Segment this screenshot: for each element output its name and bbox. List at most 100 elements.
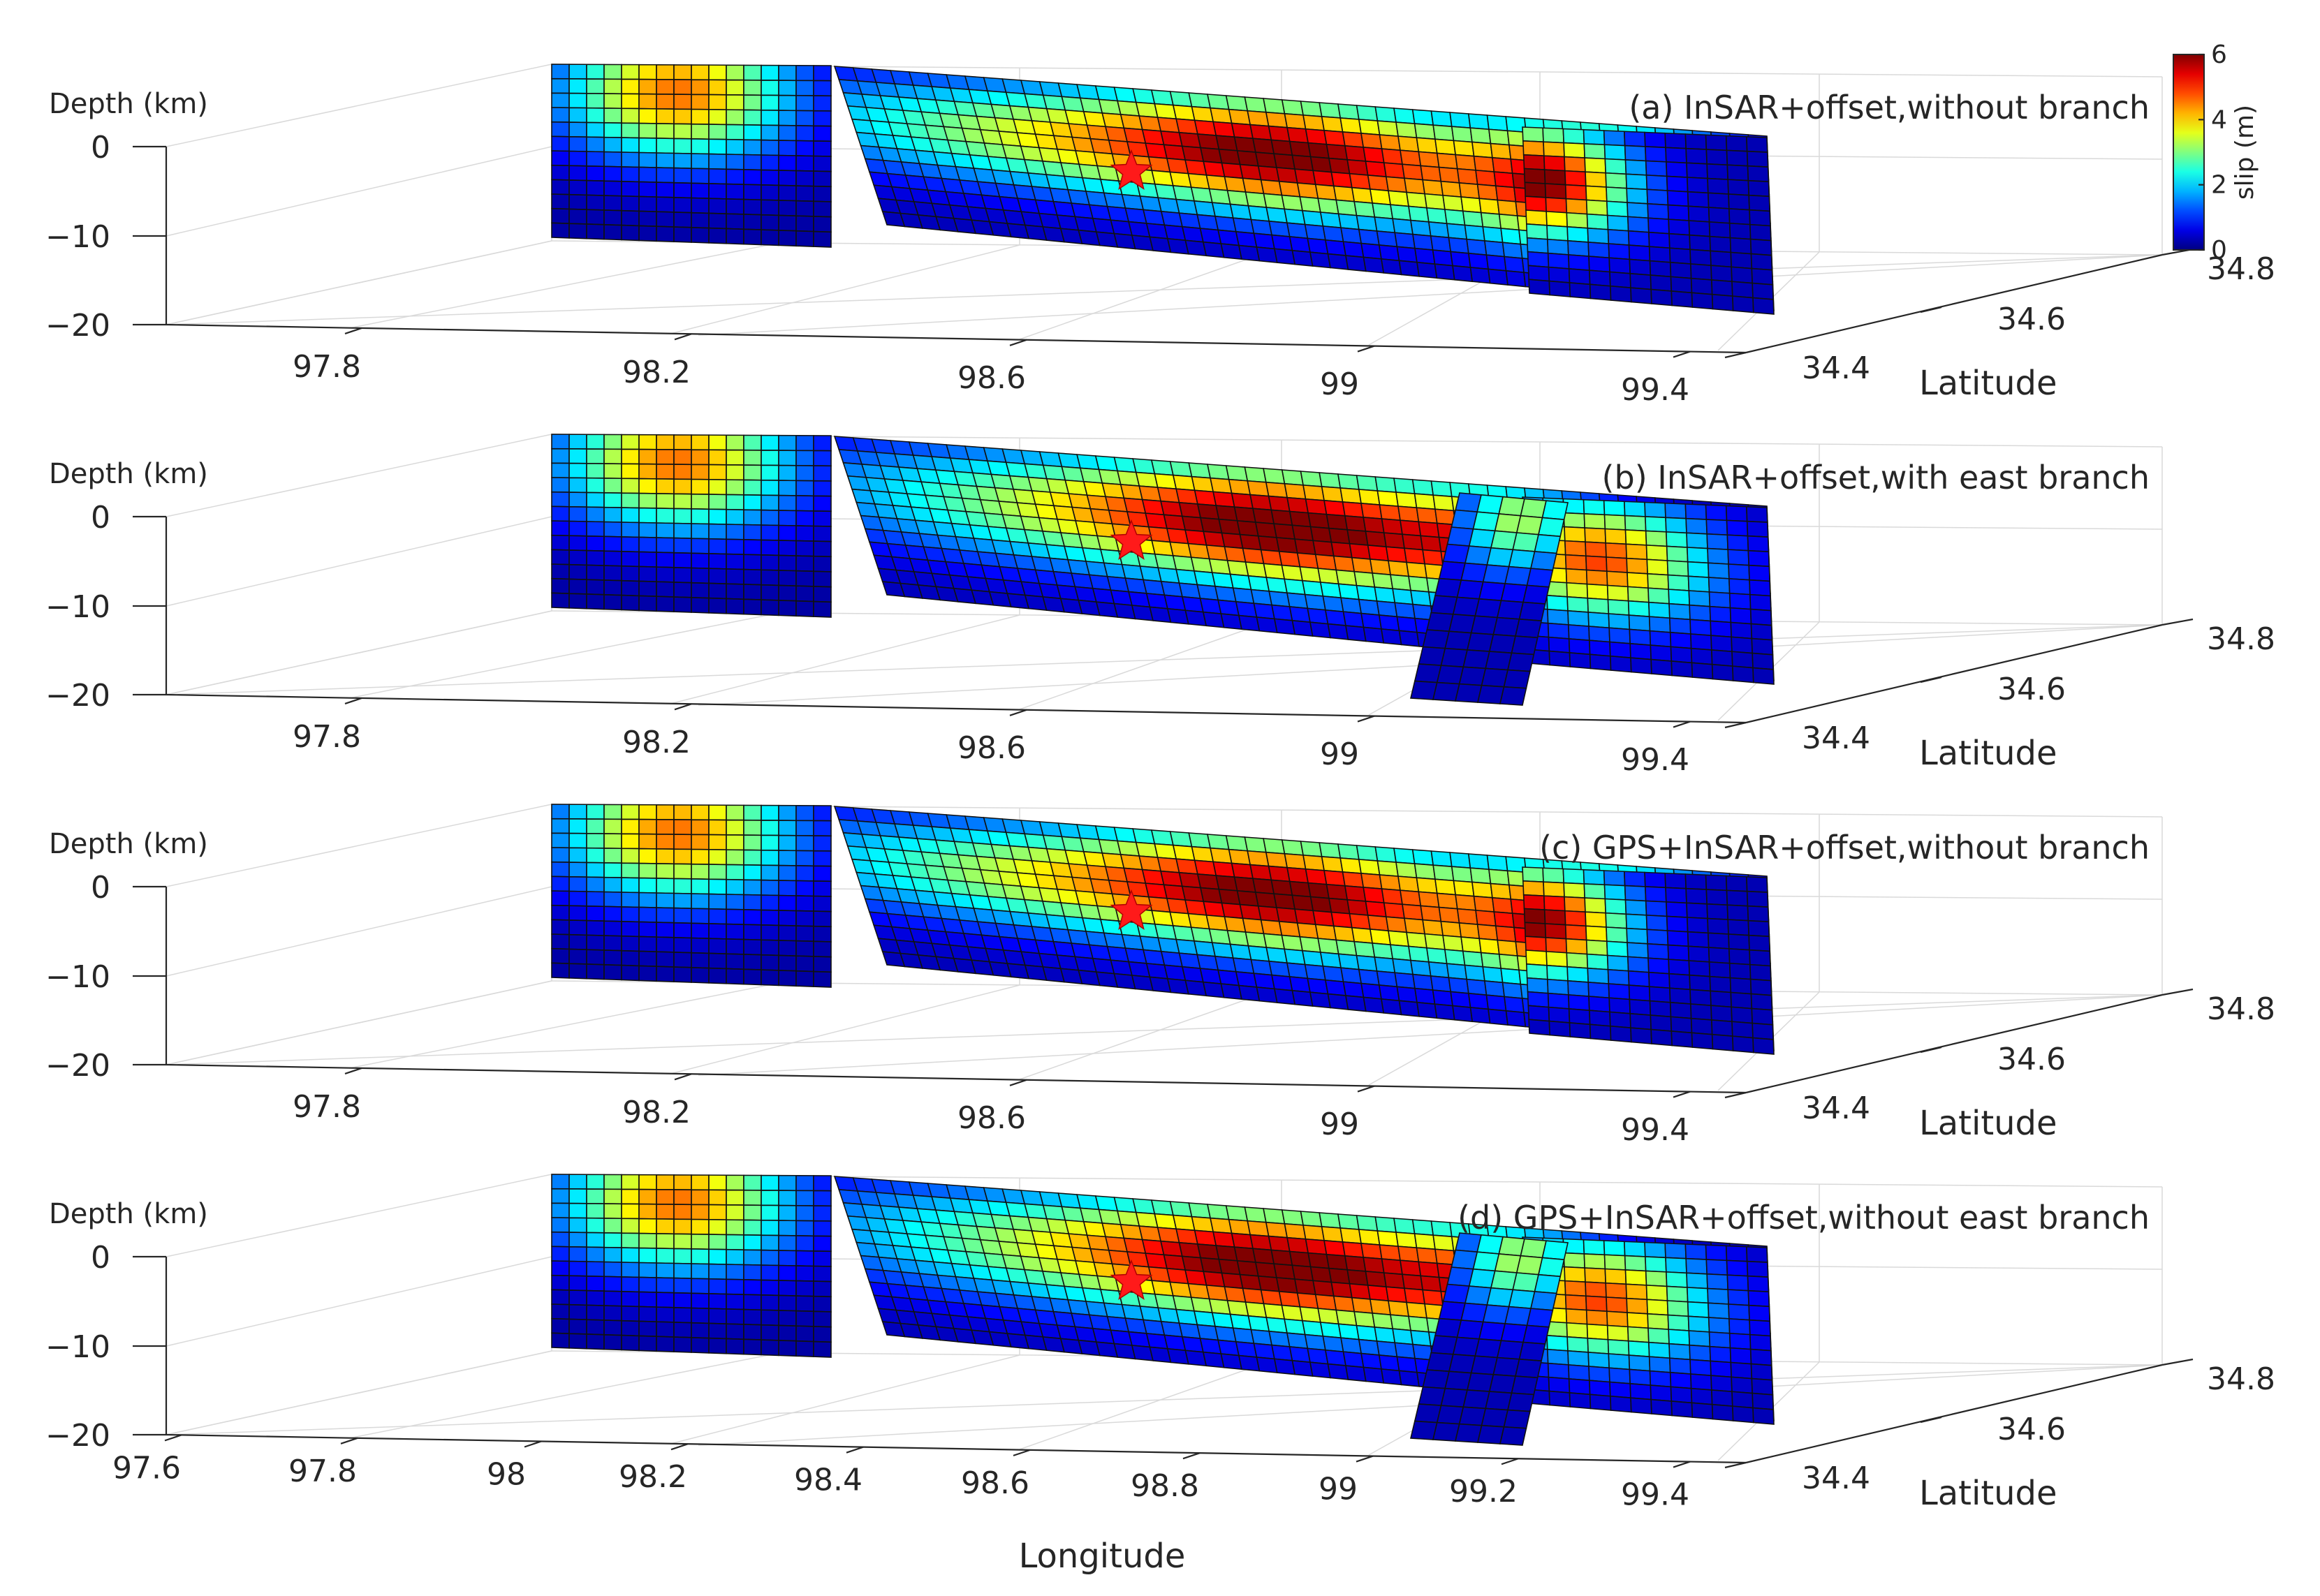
slip-patch xyxy=(1687,575,1710,593)
slip-patch xyxy=(726,864,744,880)
slip-patch xyxy=(1278,180,1301,198)
slip-patch xyxy=(1541,500,1569,521)
x-tick-label: 99.4 xyxy=(1621,1477,1689,1513)
slip-patch xyxy=(691,834,710,850)
slip-patch xyxy=(708,938,727,954)
slip-patch xyxy=(1538,1257,1565,1278)
slip-patch xyxy=(656,581,675,598)
slip-patch xyxy=(621,1276,640,1293)
slip-patch xyxy=(1210,477,1233,494)
slip-patch xyxy=(1302,950,1324,967)
slip-patch xyxy=(1385,916,1407,933)
slip-patch xyxy=(656,522,675,539)
slip-patch xyxy=(1507,1392,1535,1412)
slip-patch xyxy=(1566,1322,1589,1339)
slip-patch xyxy=(638,152,657,168)
z-axis-label: Depth (km) xyxy=(49,1198,208,1230)
slip-patch xyxy=(813,216,832,233)
slip-patch xyxy=(1566,952,1589,969)
slip-patch xyxy=(1587,967,1610,984)
slip-patch xyxy=(1705,889,1728,906)
slip-patch xyxy=(1491,896,1513,915)
slip-patch xyxy=(1726,889,1749,907)
slip-patch xyxy=(1381,1258,1403,1276)
slip-patch xyxy=(691,64,710,81)
slip-patch xyxy=(1690,1017,1713,1035)
slip-patch xyxy=(586,919,605,936)
panel-title: (b) InSAR+offset,with east branch xyxy=(1602,459,2150,496)
slip-patch xyxy=(1360,873,1383,889)
slip-patch xyxy=(1586,1323,1609,1340)
slip-patch xyxy=(1455,683,1483,703)
slip-patch xyxy=(586,1203,605,1219)
slip-patch xyxy=(1326,883,1349,901)
slip-patch xyxy=(1452,596,1480,617)
slip-patch xyxy=(813,185,832,202)
slip-patch xyxy=(1332,925,1356,943)
slip-patch xyxy=(1564,540,1587,557)
slip-patch xyxy=(691,1322,710,1339)
slip-patch xyxy=(1317,568,1339,585)
slip-patch xyxy=(1606,556,1628,573)
slip-patch xyxy=(1327,1363,1349,1380)
slip-patch xyxy=(1749,579,1771,597)
slip-patch xyxy=(1523,908,1546,924)
slip-patch xyxy=(1312,1280,1335,1297)
slip-patch xyxy=(551,505,570,522)
slip-patch xyxy=(586,434,605,450)
slip-patch xyxy=(656,878,675,894)
slip-patch xyxy=(1588,626,1610,643)
slip-patch xyxy=(1470,615,1498,635)
slip-patch xyxy=(1586,583,1609,600)
slip-patch xyxy=(761,599,779,616)
slip-patch xyxy=(1543,169,1566,186)
slip-patch xyxy=(1284,112,1307,130)
slip-patch xyxy=(708,212,727,230)
slip-patch xyxy=(1496,600,1524,620)
slip-patch xyxy=(761,969,779,987)
slip-patch xyxy=(1451,866,1473,883)
slip-patch xyxy=(1567,994,1590,1012)
slip-patch xyxy=(1414,1403,1442,1424)
slip-patch xyxy=(551,1274,570,1291)
slip-patch xyxy=(1337,583,1360,600)
slip-patch xyxy=(1284,948,1306,966)
slip-patch xyxy=(743,124,762,141)
slip-patch xyxy=(568,1174,587,1190)
slip-patch xyxy=(813,895,832,912)
slip-patch xyxy=(1383,902,1405,919)
slip-patch xyxy=(1500,228,1522,245)
slip-patch xyxy=(1564,924,1587,941)
slip-patch xyxy=(1731,1405,1754,1424)
slip-patch xyxy=(656,552,675,568)
slip-patch xyxy=(1268,865,1291,882)
slip-patch xyxy=(673,1277,692,1294)
slip-patch xyxy=(1321,116,1344,133)
slip-patch xyxy=(1752,282,1775,300)
slip-patch xyxy=(1369,189,1392,206)
slip-patch xyxy=(1564,1280,1587,1297)
slip-patch xyxy=(603,121,622,138)
slip-patch xyxy=(568,1188,587,1204)
slip-patch xyxy=(691,848,710,865)
slip-patch xyxy=(1286,1332,1309,1350)
slip-patch xyxy=(691,567,710,584)
slip-patch xyxy=(1477,684,1505,704)
slip-patch xyxy=(691,478,710,495)
slip-patch xyxy=(778,494,797,512)
slip-patch xyxy=(656,1277,675,1294)
slip-patch xyxy=(586,151,605,168)
slip-patch xyxy=(708,1204,727,1220)
slip-patch xyxy=(1505,1010,1527,1028)
slip-patch xyxy=(1726,904,1749,922)
slip-patch xyxy=(1705,519,1728,536)
slip-patch xyxy=(1342,241,1365,258)
slip-patch xyxy=(708,538,727,555)
epicenter-star xyxy=(1110,1259,1153,1300)
slip-patch xyxy=(1569,1022,1592,1040)
slip-patch xyxy=(1406,931,1427,949)
slip-patch xyxy=(1356,105,1379,121)
slip-patch xyxy=(586,833,605,849)
slip-patch xyxy=(795,910,814,927)
